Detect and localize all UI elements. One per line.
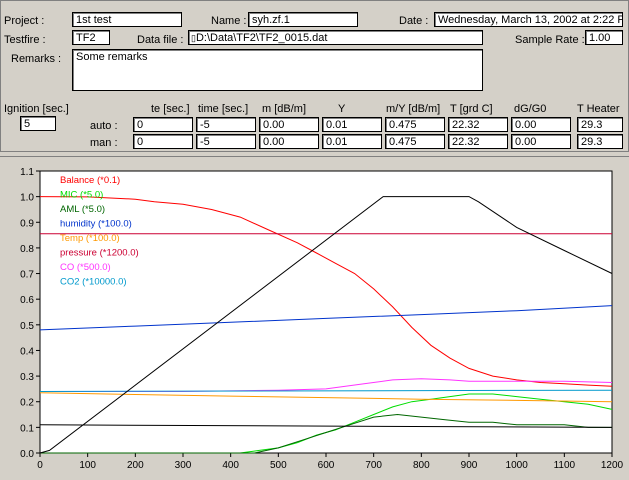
x-tick-label: 200 [127,460,144,471]
col-header: dG/G0 [514,103,547,115]
header-panel: Project : 1st test Name : syh.zf.1 Date … [0,0,629,152]
y-tick-label: 1.1 [20,167,34,178]
ignition-field[interactable]: 5 [20,116,56,131]
datafile-label: Data file : [137,34,184,46]
y-tick-label: 0.8 [20,244,34,255]
samplerate-field[interactable]: 1.00 [585,30,623,45]
series-line [40,413,612,454]
y-tick-label: 0.9 [20,218,34,229]
series-line [39,389,613,392]
y-tick-label: 0.2 [20,398,34,409]
man-label: man : [90,137,118,149]
series-line [40,378,613,392]
legend-entry: CO2 (*10000.0) [60,277,127,288]
remarks-label: Remarks : [11,53,62,65]
man-theater-field[interactable]: 29.3 [577,134,623,149]
auto-y-field[interactable]: 0.01 [322,117,382,132]
man-m-field[interactable]: 0.00 [259,134,319,149]
col-header: m [dB/m] [262,103,307,115]
col-header: T [grd C] [450,103,493,115]
project-label: Project : [4,15,45,27]
legend-entry: humidity (*100.0) [60,219,132,230]
auto-dg-field[interactable]: 0.00 [511,117,571,132]
auto-m-field[interactable]: 0.00 [259,117,319,132]
legend-entry: Temp (*100.0) [60,233,120,244]
series-line [39,196,613,454]
auto-time-field[interactable]: -5 [196,117,256,132]
y-tick-label: 0.5 [20,321,34,332]
man-dg-field[interactable]: 0.00 [511,134,571,149]
plot-area [39,170,613,454]
y-tick-label: 0.3 [20,372,34,383]
x-tick-label: 300 [175,460,192,471]
y-tick-label: 0.4 [20,346,34,357]
name-field[interactable]: syh.zf.1 [248,12,358,27]
testfire-label: Testfire : [4,34,46,46]
legend-entry: Balance (*0.1) [60,175,120,186]
auto-te-field[interactable]: 0 [133,117,193,132]
auto-label: auto : [90,120,118,132]
man-my-field[interactable]: 0.475 [385,134,445,149]
datafile-value: D:\Data\TF2\TF2_0015.dat [195,32,328,44]
x-tick-label: 900 [461,460,478,471]
project-field[interactable]: 1st test [72,12,182,27]
auto-my-field[interactable]: 0.475 [385,117,445,132]
ignition-label: Ignition [sec.] [4,103,69,115]
x-tick-label: 0 [37,460,43,471]
chart-area: 0.0 0.1 0.2 0.3 0.4 0.5 0.6 0.7 0.8 0.9 1.0 1.1 0 100… [0,156,629,479]
x-tick-label: 600 [318,460,335,471]
x-tick-label: 1200 [601,460,624,471]
x-tick-label: 700 [365,460,382,471]
col-header: time [sec.] [198,103,249,115]
series-line [39,305,613,331]
man-t-field[interactable]: 22.32 [448,134,508,149]
auto-t-field[interactable]: 22.32 [448,117,508,132]
file-icon: ▯ [191,33,196,43]
col-header: Y [338,103,346,115]
x-tick-label: 400 [222,460,239,471]
col-header: te [sec.] [151,103,190,115]
x-tick-label: 500 [270,460,287,471]
auto-theater-field[interactable]: 29.3 [577,117,623,132]
y-tick-label: 0.0 [20,449,34,460]
col-header: m/Y [dB/m] [386,103,441,115]
samplerate-label: Sample Rate : [515,34,585,46]
legend-entry: AML (*5.0) [60,204,105,215]
legend-entry: MIC (*5.0) [60,190,103,201]
y-tick-label: 0.1 [20,423,34,434]
legend-entry: pressure (*1200.0) [60,248,139,259]
x-tick-label: 100 [79,460,96,471]
testfire-field[interactable]: TF2 [72,30,110,45]
datafile-field[interactable]: ▯D:\Data\TF2\TF2_0015.dat [188,30,483,45]
name-label: Name : [211,15,247,27]
y-tick-label: 0.7 [20,270,34,281]
man-te-field[interactable]: 0 [133,134,193,149]
x-tick-label: 1100 [554,460,576,471]
col-header: T Heater [577,103,620,115]
y-tick-label: 0.6 [20,295,34,306]
legend-entry: CO (*500.0) [60,262,111,273]
line-chart: 0.0 0.1 0.2 0.3 0.4 0.5 0.6 0.7 0.8 0.9 1.0 1.1 0 100… [20,167,624,471]
man-y-field[interactable]: 0.01 [322,134,382,149]
remarks-field[interactable]: Some remarks [72,49,483,91]
date-field[interactable]: Wednesday, March 13, 2002 at 2:22 PM [434,12,623,27]
series-line [39,424,613,428]
man-time-field[interactable]: -5 [196,134,256,149]
x-tick-label: 1000 [506,460,529,471]
y-tick-label: 1.0 [20,193,34,204]
series-line [39,196,613,387]
x-tick-label: 800 [413,460,430,471]
series-line [39,392,613,403]
date-label: Date : [399,15,429,27]
